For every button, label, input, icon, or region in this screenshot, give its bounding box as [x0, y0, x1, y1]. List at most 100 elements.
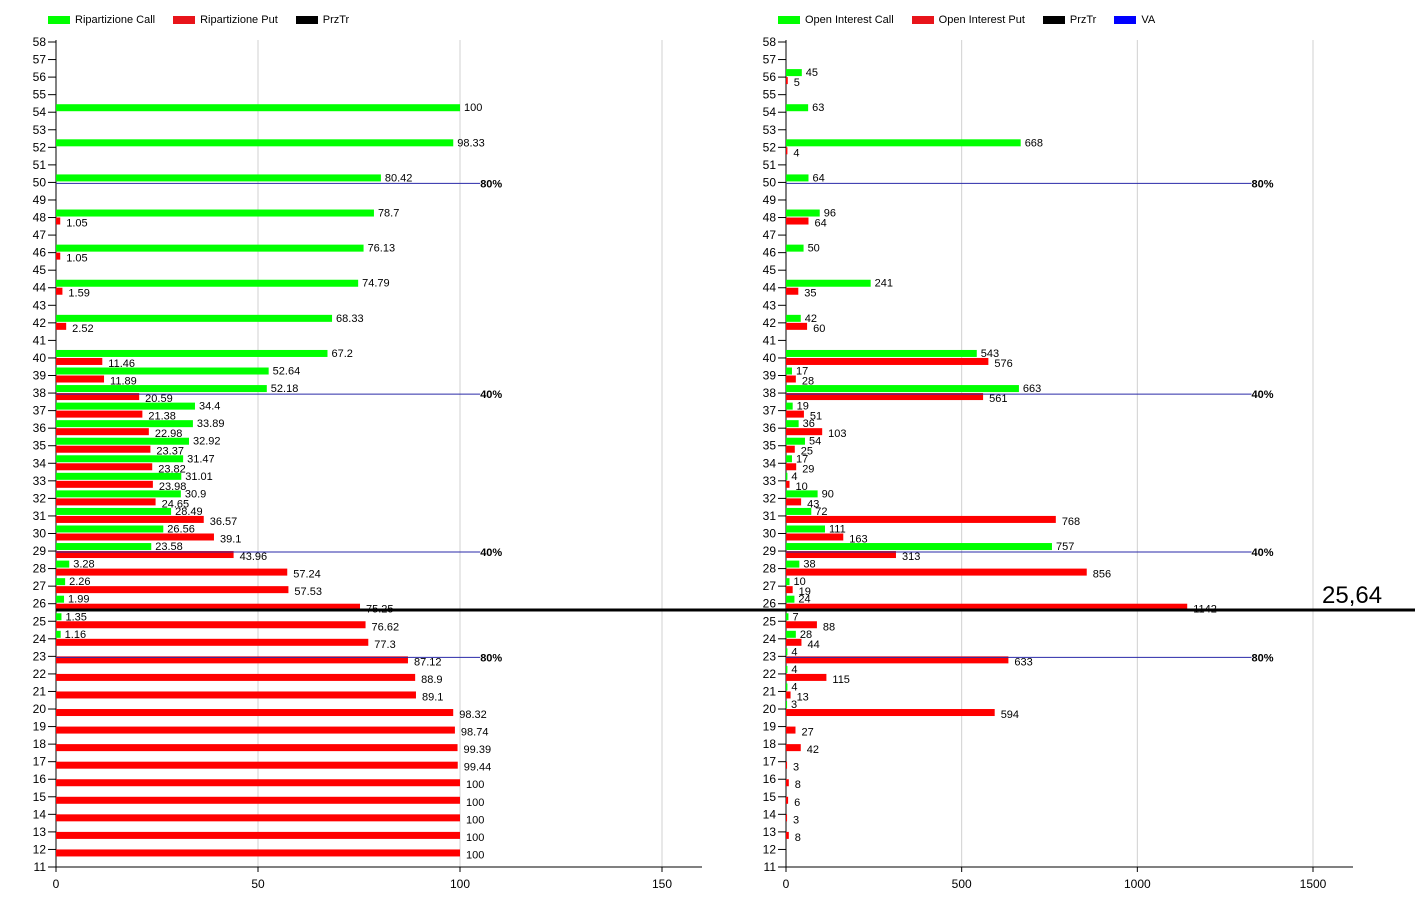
- call-bar: [786, 490, 818, 498]
- put-bar: [56, 515, 204, 523]
- call-bar: [56, 174, 381, 182]
- call-bar: [786, 578, 790, 586]
- call-bar: [56, 543, 152, 551]
- y-tick-label: 16: [763, 772, 777, 786]
- y-tick-label: 37: [33, 404, 47, 418]
- call-bar: [56, 209, 374, 217]
- x-tick-label: 100: [450, 877, 470, 891]
- call-data-label: 67.2: [331, 348, 352, 360]
- y-tick-label: 32: [763, 491, 777, 505]
- y-tick-label: 24: [763, 632, 777, 646]
- put-bar: [786, 445, 795, 453]
- y-tick-label: 20: [763, 702, 777, 716]
- put-bar: [56, 814, 460, 822]
- call-bar: [56, 314, 333, 322]
- y-tick-label: 20: [33, 702, 47, 716]
- y-tick-label: 29: [33, 544, 47, 558]
- call-data-label: 23.58: [155, 541, 183, 553]
- call-bar: [786, 683, 788, 691]
- y-tick-label: 13: [33, 825, 47, 839]
- put-data-label: 39.1: [220, 533, 241, 545]
- call-data-label: 30.9: [185, 488, 206, 500]
- call-bar: [56, 472, 182, 480]
- call-data-label: 74.79: [362, 278, 390, 290]
- call-bar: [56, 578, 66, 586]
- call-bar: [786, 349, 977, 357]
- y-tick-label: 42: [33, 316, 47, 330]
- call-data-label: 111: [829, 523, 846, 535]
- call-bar: [786, 507, 812, 515]
- put-bar: [786, 357, 989, 365]
- put-bar: [786, 551, 896, 559]
- y-tick-label: 44: [33, 281, 47, 295]
- y-tick-label: 21: [33, 684, 47, 698]
- call-data-label: 36: [803, 418, 815, 430]
- put-data-label: 35: [804, 288, 816, 300]
- y-tick-label: 48: [763, 211, 777, 225]
- call-bar: [56, 367, 269, 375]
- put-bar: [56, 621, 366, 629]
- call-bar: [56, 507, 172, 515]
- y-tick-label: 56: [763, 70, 777, 84]
- call-data-label: 96: [824, 208, 836, 220]
- call-bar: [786, 104, 809, 112]
- call-data-label: 52.18: [271, 383, 299, 395]
- put-bar: [786, 480, 790, 488]
- y-tick-label: 19: [33, 720, 47, 734]
- put-bar: [56, 393, 140, 401]
- put-data-label: 77.3: [374, 639, 395, 651]
- y-tick-label: 14: [33, 807, 47, 821]
- put-bar: [786, 586, 793, 594]
- call-data-label: 50: [808, 243, 820, 255]
- put-data-label: 89.1: [422, 691, 443, 703]
- y-tick-label: 46: [763, 246, 777, 260]
- call-bar: [786, 174, 809, 182]
- call-bar: [56, 385, 267, 393]
- call-data-label: 33.89: [197, 418, 225, 430]
- y-tick-label: 52: [33, 140, 47, 154]
- call-bar: [786, 279, 871, 287]
- put-data-label: 1.05: [66, 253, 87, 265]
- call-data-label: 1.99: [68, 594, 89, 606]
- call-data-label: 543: [981, 348, 999, 360]
- put-data-label: 27: [801, 727, 813, 739]
- put-data-label: 44: [807, 639, 819, 651]
- put-data-label: 76.62: [372, 621, 400, 633]
- put-bar: [786, 621, 817, 629]
- y-tick-label: 48: [33, 211, 47, 225]
- y-tick-label: 27: [763, 579, 777, 593]
- call-bar: [56, 525, 164, 533]
- put-bar: [56, 428, 149, 436]
- va-marker-label: 80%: [1252, 178, 1274, 190]
- put-bar: [56, 638, 369, 646]
- y-tick-label: 26: [763, 597, 777, 611]
- y-tick-label: 50: [33, 175, 47, 189]
- put-bar: [786, 393, 984, 401]
- call-data-label: 52.64: [273, 366, 301, 378]
- call-bar: [786, 648, 788, 656]
- call-bar: [786, 701, 788, 709]
- put-bar: [56, 831, 460, 839]
- y-tick-label: 56: [33, 70, 47, 84]
- y-tick-label: 13: [763, 825, 777, 839]
- call-data-label: 3.28: [73, 559, 94, 571]
- call-bar: [56, 349, 328, 357]
- y-tick-label: 30: [33, 526, 47, 540]
- put-bar: [786, 638, 802, 646]
- put-bar: [56, 551, 234, 559]
- put-bar: [56, 410, 143, 418]
- y-tick-label: 32: [33, 491, 47, 505]
- call-bar: [786, 595, 795, 603]
- y-tick-label: 30: [763, 526, 777, 540]
- put-data-label: 100: [466, 849, 484, 861]
- y-tick-label: 12: [763, 842, 777, 856]
- call-bar: [786, 139, 1021, 147]
- legend-swatch: [48, 16, 70, 24]
- put-bar: [786, 831, 789, 839]
- put-bar: [56, 480, 153, 488]
- call-data-label: 90: [822, 488, 834, 500]
- y-tick-label: 21: [763, 684, 777, 698]
- y-tick-label: 39: [763, 369, 777, 383]
- call-data-label: 4: [791, 471, 797, 483]
- call-bar: [56, 630, 61, 638]
